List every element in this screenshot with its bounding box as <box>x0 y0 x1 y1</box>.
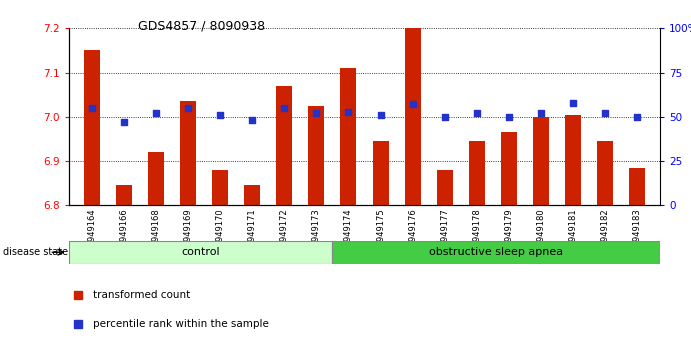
Bar <box>341 68 357 205</box>
Point <box>600 110 611 116</box>
Point <box>375 112 386 118</box>
Point <box>247 118 258 123</box>
Bar <box>469 141 485 205</box>
Point <box>118 119 129 125</box>
Bar <box>212 170 228 205</box>
Bar <box>332 241 660 264</box>
Point <box>568 100 579 105</box>
Text: GDS4857 / 8090938: GDS4857 / 8090938 <box>138 19 265 33</box>
Bar <box>69 241 332 264</box>
Point <box>214 112 225 118</box>
Text: percentile rank within the sample: percentile rank within the sample <box>93 319 269 329</box>
Point <box>407 102 418 107</box>
Point <box>536 110 547 116</box>
Bar <box>148 152 164 205</box>
Bar <box>533 117 549 205</box>
Text: disease state: disease state <box>3 247 68 257</box>
Text: transformed count: transformed count <box>93 290 190 300</box>
Bar <box>597 141 614 205</box>
Point <box>182 105 193 111</box>
Point <box>439 114 451 120</box>
Text: control: control <box>181 247 220 257</box>
Bar <box>630 168 645 205</box>
Bar <box>501 132 517 205</box>
Bar <box>180 101 196 205</box>
Bar <box>372 141 388 205</box>
Bar <box>405 28 421 205</box>
Bar <box>84 51 100 205</box>
Point <box>150 110 161 116</box>
Point <box>86 105 97 111</box>
Bar <box>437 170 453 205</box>
Point <box>632 114 643 120</box>
Point <box>278 105 290 111</box>
Text: obstructive sleep apnea: obstructive sleep apnea <box>428 247 563 257</box>
Point <box>504 114 515 120</box>
Bar <box>308 106 324 205</box>
Point <box>343 109 354 114</box>
Bar <box>244 185 260 205</box>
Bar <box>565 115 581 205</box>
Point <box>311 110 322 116</box>
Point <box>471 110 482 116</box>
Bar <box>276 86 292 205</box>
Bar <box>115 185 132 205</box>
